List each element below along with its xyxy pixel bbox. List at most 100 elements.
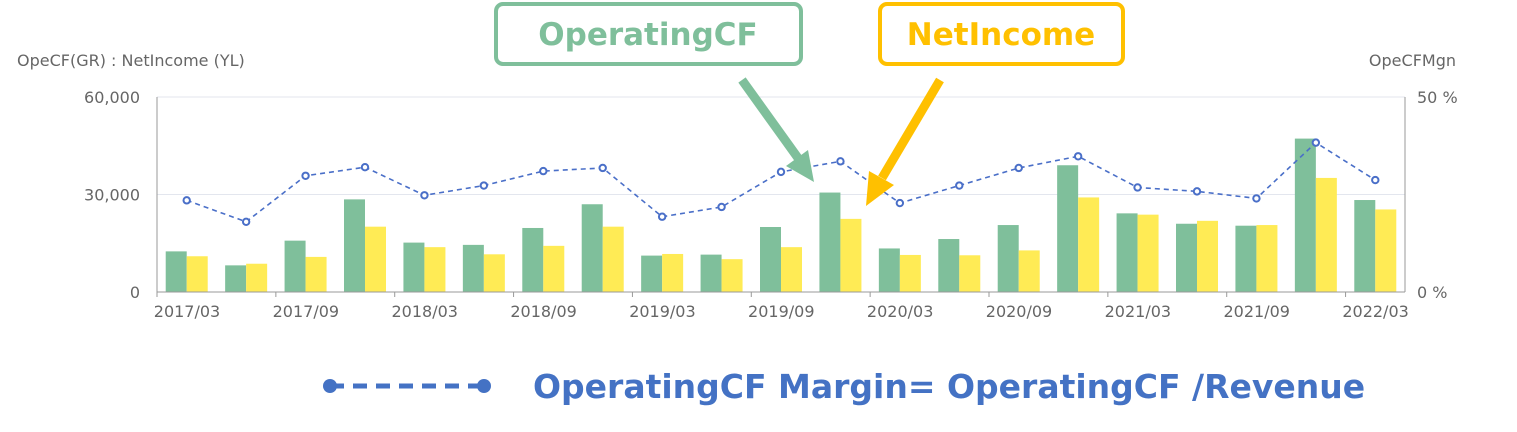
legend-dot-left — [323, 379, 337, 393]
margin-point — [955, 181, 964, 190]
net-income-callout-box — [878, 2, 1125, 66]
margin-point — [182, 196, 191, 205]
left-tick-label: 0 — [130, 283, 140, 302]
margin-point — [657, 212, 667, 221]
operating-cf-bar — [344, 199, 365, 292]
margin-point — [539, 166, 548, 176]
operating-cf-arrow-shaft — [738, 77, 802, 161]
bars — [165, 138, 1397, 292]
net-income-bar — [1078, 197, 1100, 292]
margin-point — [241, 217, 251, 227]
net-income-bar — [186, 256, 208, 292]
margin-point — [301, 171, 310, 180]
x-tick-label: 2019/03 — [629, 302, 695, 321]
operating-cf-bar — [1176, 223, 1197, 292]
net-income-bar — [602, 226, 624, 292]
grid-lines — [157, 96, 1405, 195]
x-tick-label: 2020/03 — [867, 302, 933, 321]
margin-point — [1073, 152, 1083, 161]
right-tick-label: 0 % — [1417, 283, 1447, 302]
margin-point — [1371, 175, 1380, 185]
operating-cf-bar — [700, 254, 722, 292]
operating-cf-bar — [284, 240, 306, 292]
operating-cf-bar — [878, 248, 900, 292]
operating-cf-callout: OperatingCF — [494, 2, 814, 182]
margin-point — [1014, 163, 1023, 173]
operating-cf-bar — [997, 225, 1019, 292]
net-income-callout-label: NetIncome — [907, 17, 1095, 53]
margin-point — [836, 157, 845, 166]
x-tick-label: 2017/03 — [154, 302, 220, 321]
net-income-bar — [899, 254, 921, 292]
x-tick-label: 2017/09 — [273, 302, 339, 321]
x-tick-label: 2021/09 — [1223, 302, 1289, 321]
operating-cf-bar — [1116, 213, 1138, 292]
x-tick-label: 2019/09 — [748, 302, 814, 321]
tick-labels: 60,000 30,000 0 50 % 0 % 2017/03 2017/09 2018/0… — [84, 88, 1458, 321]
net-income-callout: NetIncome — [866, 2, 1125, 206]
net-income-arrow-head — [866, 171, 894, 206]
net-income-bar — [781, 247, 802, 292]
x-tick-label: 2022/03 — [1342, 302, 1408, 321]
net-income-bar — [1137, 214, 1159, 292]
margin-point — [1192, 187, 1202, 196]
axes — [156, 97, 1406, 293]
legend-dot-right — [477, 379, 491, 393]
legend-label: OperatingCF Margin= OperatingCF /Revenue — [533, 367, 1365, 406]
left-tick-label: 30,000 — [84, 186, 140, 205]
operating-cf-arrow-head — [786, 150, 814, 182]
margin-point — [1252, 194, 1261, 203]
net-income-arrow-shaft — [878, 77, 944, 181]
operating-cf-bar — [938, 239, 960, 292]
net-income-bar — [246, 263, 268, 292]
x-tick-label: 2018/09 — [510, 302, 576, 321]
margin-point — [776, 167, 786, 177]
net-income-bar — [1375, 209, 1397, 292]
left-axis-label: OpeCF(GR) : NetIncome (YL) — [17, 51, 245, 70]
net-income-bar — [543, 245, 565, 292]
margin-point — [1133, 183, 1142, 192]
margin-point — [479, 181, 489, 190]
x-tick-label: 2018/03 — [391, 302, 457, 321]
x-tick-label: 2020/09 — [986, 302, 1052, 321]
operating-cf-callout-box — [494, 2, 803, 66]
operating-cf-bar — [819, 192, 841, 292]
operating-cf-bar — [522, 227, 544, 292]
operating-cf-bar — [165, 251, 187, 292]
net-income-bar — [840, 218, 862, 292]
operating-cf-bar — [641, 255, 663, 292]
x-tick-label: 2021/03 — [1105, 302, 1171, 321]
net-income-bar — [959, 255, 981, 292]
net-income-bar — [424, 247, 446, 292]
net-income-bar — [1256, 225, 1278, 292]
operating-cf-bar — [403, 242, 425, 292]
operating-cf-bar — [1057, 165, 1079, 292]
net-income-bar — [1018, 250, 1040, 292]
net-income-bar — [721, 259, 743, 292]
margin-point — [360, 163, 370, 172]
operating-cf-bar — [462, 244, 484, 292]
left-tick-label: 60,000 — [84, 88, 140, 107]
operating-cf-bar — [1235, 225, 1257, 292]
operating-cf-bar — [1354, 200, 1376, 292]
margin-point — [895, 198, 905, 208]
operating-cf-bar — [225, 265, 247, 292]
right-tick-label: 50 % — [1417, 88, 1458, 107]
operating-cf-bar — [760, 227, 781, 292]
right-axis-label: OpeCFMgn — [1369, 51, 1456, 70]
margin-line — [182, 138, 1380, 227]
net-income-bar — [1315, 177, 1337, 292]
operating-cf-callout-label: OperatingCF — [538, 17, 757, 53]
margin-point — [420, 191, 429, 200]
net-income-bar — [1197, 220, 1218, 292]
net-income-bar — [365, 226, 386, 292]
net-income-bar — [305, 256, 327, 292]
net-income-bar — [483, 254, 505, 292]
operating-cf-bar — [1294, 138, 1316, 292]
margin-legend: OperatingCF Margin= OperatingCF /Revenue — [323, 367, 1365, 406]
margin-point — [1311, 138, 1321, 147]
margin-point — [598, 163, 607, 173]
margin-point — [717, 202, 726, 212]
net-income-bar — [662, 253, 684, 292]
